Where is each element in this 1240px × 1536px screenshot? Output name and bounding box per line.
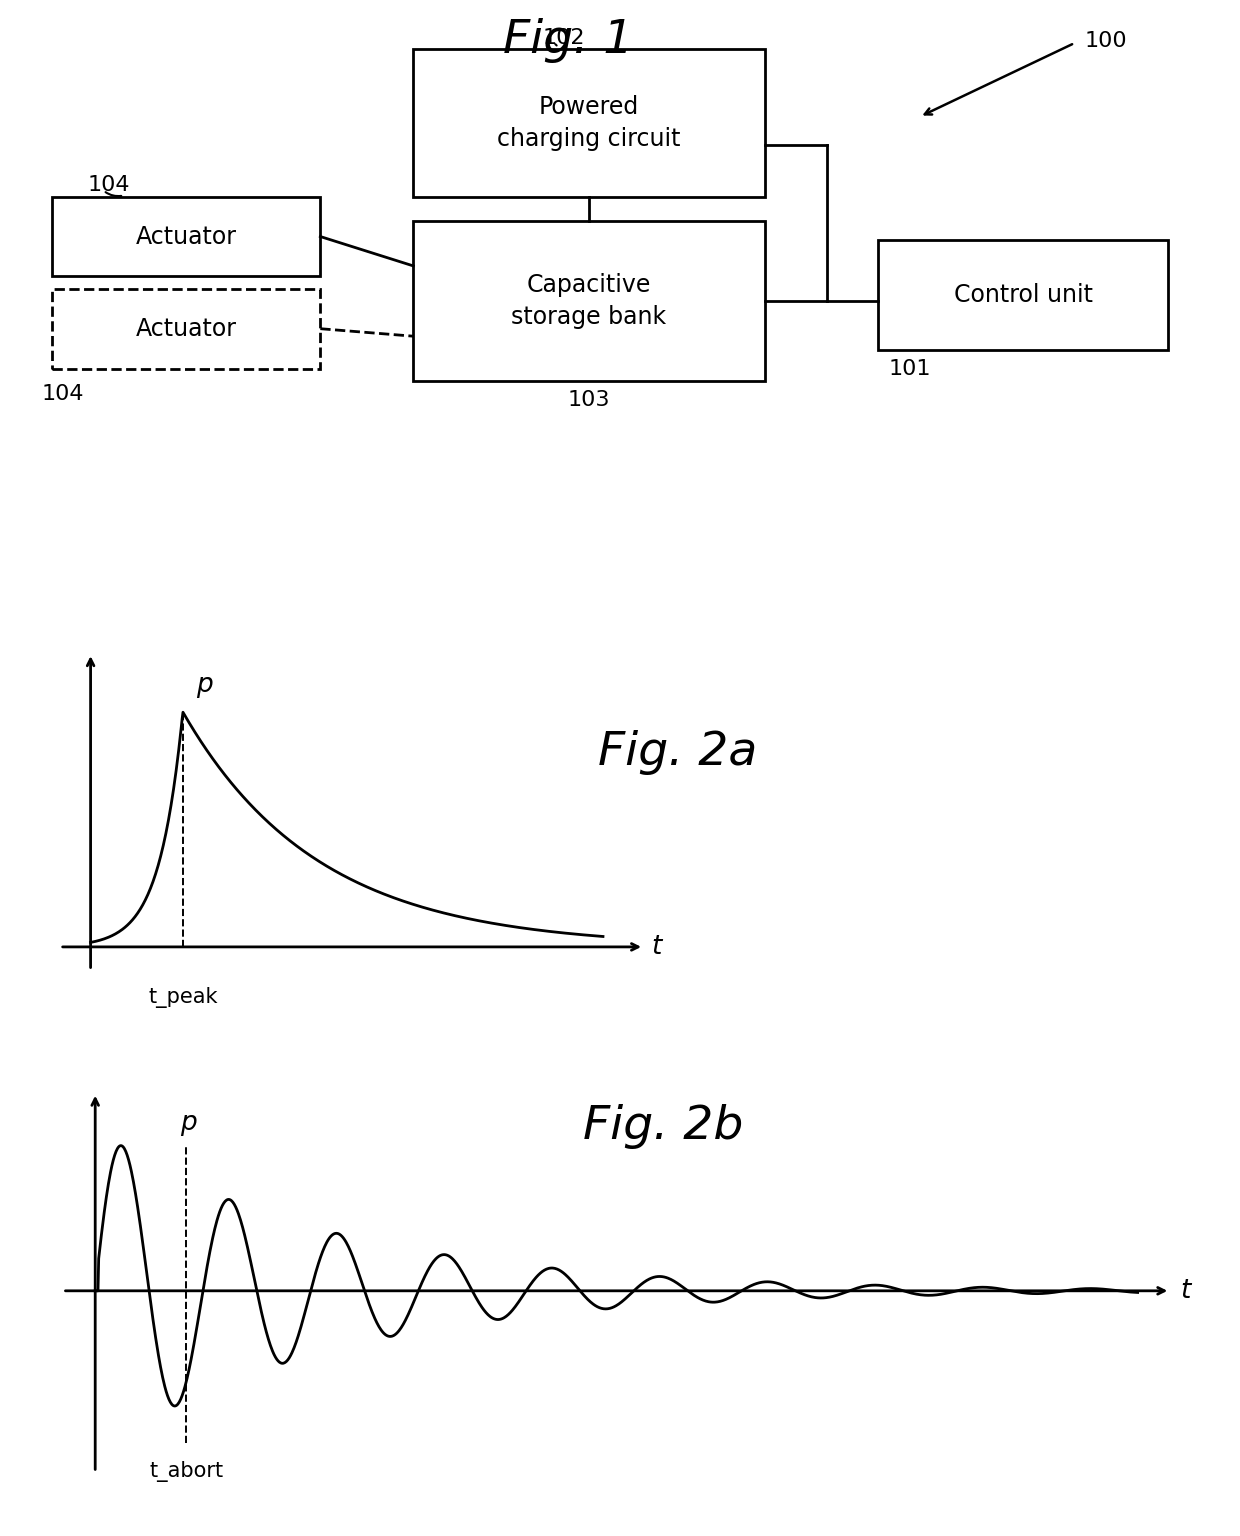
Text: Fig. 1: Fig. 1 xyxy=(503,18,634,63)
Text: 104: 104 xyxy=(41,384,84,404)
Text: Powered
charging circuit: Powered charging circuit xyxy=(497,95,681,151)
Text: Capacitive
storage bank: Capacitive storage bank xyxy=(511,273,667,329)
Text: t_peak: t_peak xyxy=(148,986,217,1008)
Text: 102: 102 xyxy=(543,28,585,48)
FancyBboxPatch shape xyxy=(52,289,320,369)
Text: 100: 100 xyxy=(1085,31,1127,51)
FancyBboxPatch shape xyxy=(878,240,1168,350)
Text: Actuator: Actuator xyxy=(135,224,237,249)
FancyBboxPatch shape xyxy=(52,197,320,276)
Text: Actuator: Actuator xyxy=(135,316,237,341)
Text: t: t xyxy=(1180,1278,1190,1304)
Text: 103: 103 xyxy=(568,390,610,410)
Text: t: t xyxy=(652,934,662,960)
FancyBboxPatch shape xyxy=(413,49,765,197)
Text: Fig. 2b: Fig. 2b xyxy=(583,1104,743,1149)
Text: 104: 104 xyxy=(88,175,130,195)
Text: Control unit: Control unit xyxy=(954,283,1092,307)
Text: p: p xyxy=(196,671,212,697)
Text: Fig. 2a: Fig. 2a xyxy=(598,730,758,774)
FancyBboxPatch shape xyxy=(413,221,765,381)
Text: 101: 101 xyxy=(889,359,931,379)
Text: p: p xyxy=(180,1109,197,1135)
Text: t_abort: t_abort xyxy=(149,1461,223,1482)
